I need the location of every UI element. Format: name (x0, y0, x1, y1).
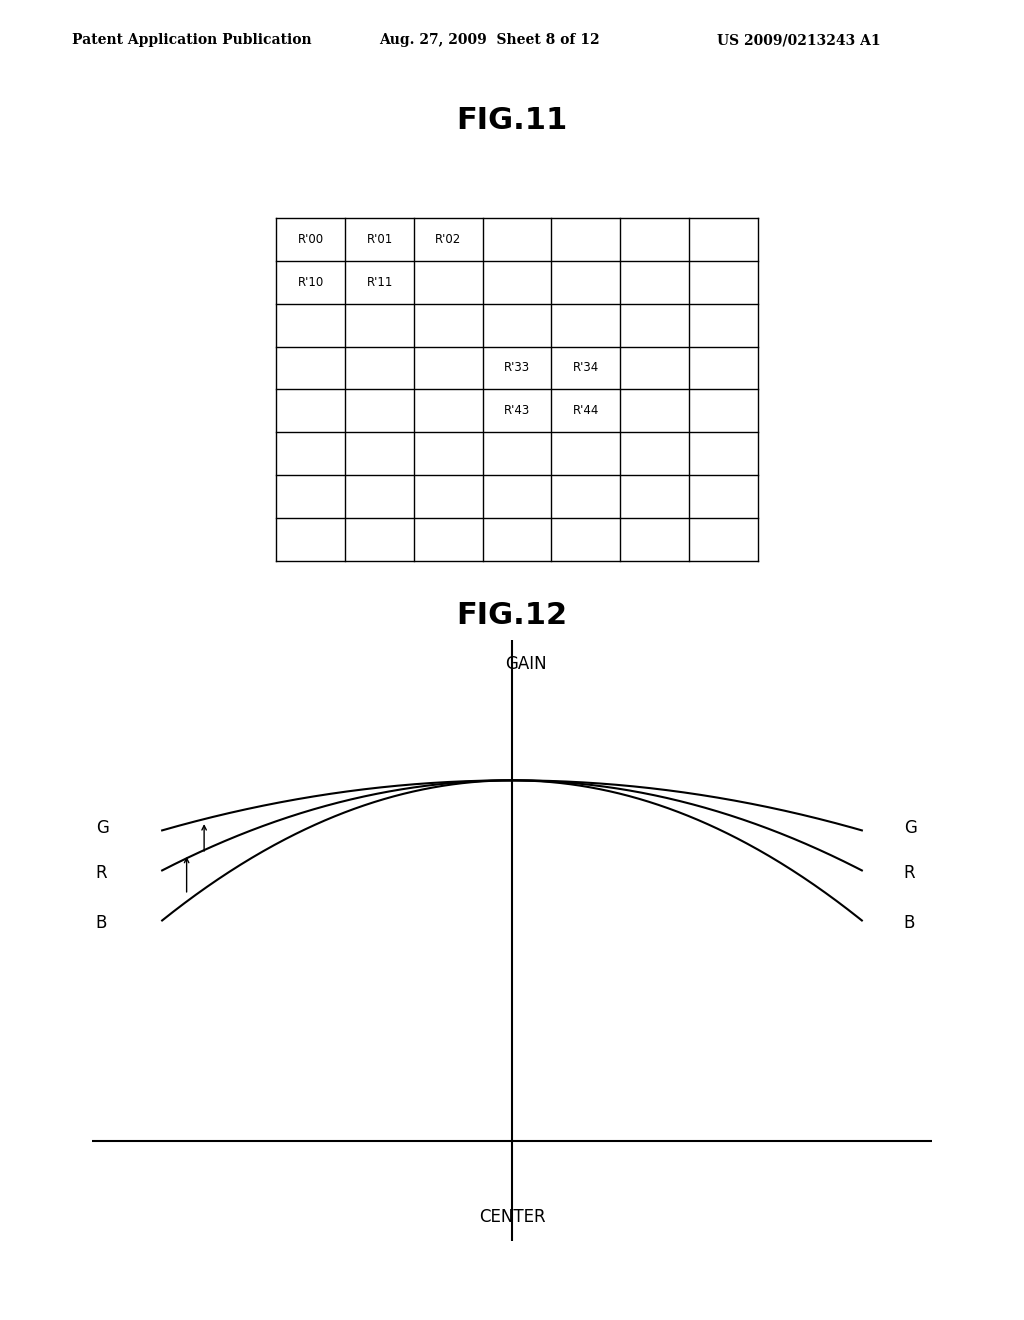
Text: B: B (95, 913, 108, 932)
Text: R'00: R'00 (298, 232, 324, 246)
Text: Patent Application Publication: Patent Application Publication (72, 33, 311, 48)
Text: R'11: R'11 (367, 276, 393, 289)
Text: R'02: R'02 (435, 232, 462, 246)
Text: US 2009/0213243 A1: US 2009/0213243 A1 (717, 33, 881, 48)
Text: R'44: R'44 (572, 404, 599, 417)
Text: R'01: R'01 (367, 232, 393, 246)
Text: FIG.11: FIG.11 (457, 106, 567, 135)
Text: G: G (904, 818, 916, 837)
Text: R'43: R'43 (504, 404, 530, 417)
Text: R: R (904, 863, 915, 882)
Text: R'34: R'34 (572, 362, 599, 375)
Text: Aug. 27, 2009  Sheet 8 of 12: Aug. 27, 2009 Sheet 8 of 12 (379, 33, 599, 48)
Text: R: R (95, 863, 108, 882)
Text: GAIN: GAIN (505, 655, 547, 673)
Text: R'33: R'33 (504, 362, 530, 375)
Text: R'10: R'10 (298, 276, 324, 289)
Text: B: B (904, 913, 915, 932)
Text: CENTER: CENTER (478, 1208, 546, 1226)
Text: G: G (95, 818, 109, 837)
Text: FIG.12: FIG.12 (457, 601, 567, 630)
